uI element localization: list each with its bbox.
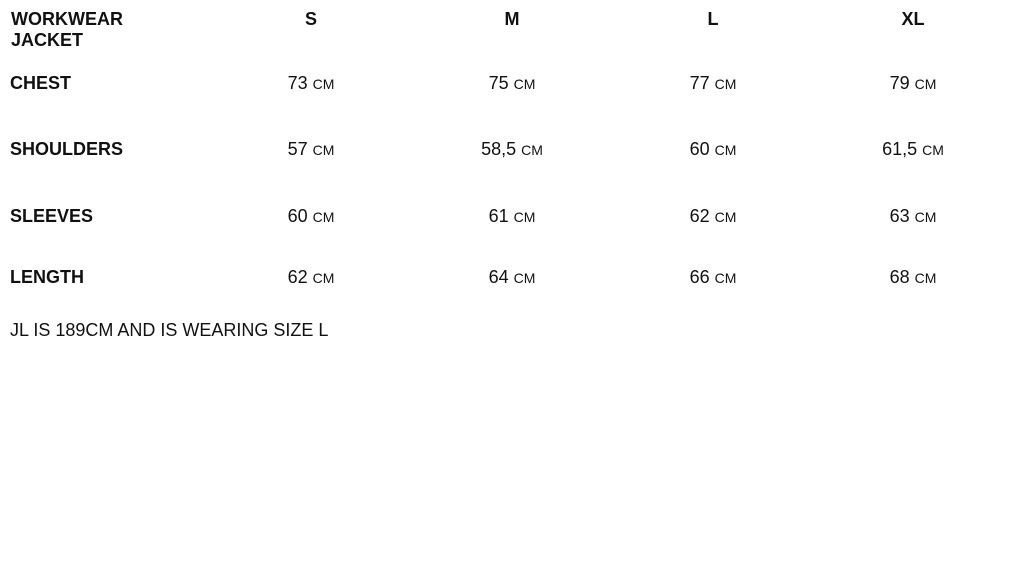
unit-label: CM [312, 270, 335, 286]
measurement-cell: 66 CM [690, 267, 737, 288]
measurement-cell: 77 CM [690, 73, 737, 94]
row-label: SHOULDERS [10, 139, 124, 159]
unit-label: CM [714, 209, 737, 225]
unit-label: CM [714, 270, 737, 286]
measurement-cell: 61,5 CM [882, 139, 944, 160]
measurement-value: 58,5 [481, 139, 517, 159]
measurement-value: 68 [889, 267, 910, 287]
measurement-cell: 60 CM [288, 206, 335, 227]
measurement-cell: 79 CM [890, 73, 937, 94]
measurement-cell: 62 CM [288, 267, 335, 288]
unit-label: CM [914, 270, 937, 286]
measurement-value: 63 [889, 206, 910, 226]
measurement-value: 62 [689, 206, 710, 226]
measurement-value: 66 [689, 267, 710, 287]
measurement-cell: 61 CM [489, 206, 536, 227]
row-label: LENGTH [10, 267, 84, 287]
unit-label: CM [914, 209, 937, 225]
measurement-cell: 75 CM [489, 73, 536, 94]
measurement-cell: 64 CM [489, 267, 536, 288]
size-header: M [504, 9, 520, 29]
unit-label: CM [513, 76, 536, 92]
measurement-value: 75 [488, 73, 509, 93]
unit-label: CM [312, 209, 335, 225]
measurement-value: 61 [488, 206, 509, 226]
title-line-1: WORKWEAR [11, 9, 123, 29]
size-header: S [304, 9, 318, 29]
unit-label: CM [914, 76, 937, 92]
unit-label: CM [312, 142, 335, 158]
product-title: WORKWEAR JACKET [11, 9, 123, 51]
row-label: SLEEVES [10, 206, 94, 226]
row-label: CHEST [10, 73, 72, 93]
unit-label: CM [714, 76, 737, 92]
measurement-value: 79 [889, 73, 910, 93]
measurement-value: 73 [287, 73, 308, 93]
measurement-cell: 57 CM [288, 139, 335, 160]
measurement-value: 77 [689, 73, 710, 93]
title-line-2: JACKET [11, 30, 84, 50]
unit-label: CM [714, 142, 737, 158]
unit-label: CM [312, 76, 335, 92]
measurement-value: 61,5 [882, 139, 918, 159]
measurement-cell: 68 CM [890, 267, 937, 288]
unit-label: CM [513, 209, 536, 225]
unit-label: CM [513, 270, 536, 286]
measurement-cell: 62 CM [690, 206, 737, 227]
measurement-cell: 58,5 CM [481, 139, 543, 160]
size-header: XL [901, 9, 925, 29]
measurement-value: 57 [287, 139, 308, 159]
measurement-cell: 73 CM [288, 73, 335, 94]
measurement-cell: 60 CM [690, 139, 737, 160]
measurement-value: 60 [287, 206, 308, 226]
unit-label: CM [521, 142, 543, 158]
measurement-value: 64 [488, 267, 509, 287]
measurement-value: 62 [287, 267, 308, 287]
fit-note: JL IS 189CM AND IS WEARING SIZE L [10, 320, 329, 340]
measurement-cell: 63 CM [890, 206, 937, 227]
measurement-value: 60 [689, 139, 710, 159]
size-header: L [707, 9, 719, 29]
unit-label: CM [922, 142, 944, 158]
